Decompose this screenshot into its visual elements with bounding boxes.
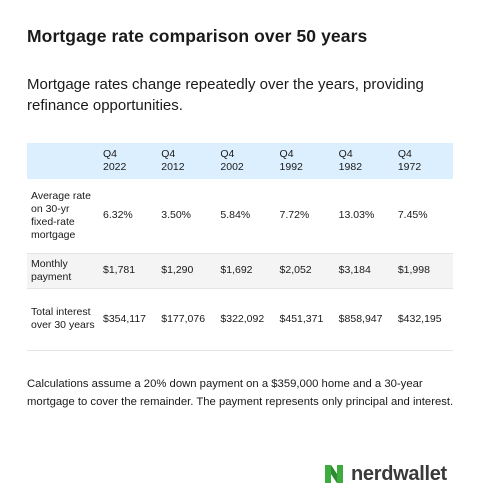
cell-payment-2012: $1,290 bbox=[161, 264, 194, 276]
cell-interest-1972: $432,195 bbox=[397, 312, 442, 325]
calculation-note: Calculations assume a 20% down payment o… bbox=[27, 378, 454, 408]
row-label-monthly-payment: Monthly payment bbox=[31, 257, 72, 283]
table-row-average-rate: Average rate on 30-yr fixed-rate mortgag… bbox=[27, 179, 453, 253]
header-empty-cell bbox=[27, 143, 99, 179]
nerdwallet-logo-icon bbox=[325, 465, 343, 483]
table-row-total-interest: Total interest over 30 years $354,117 $1… bbox=[27, 288, 453, 350]
cell-payment-2022: $1,781 bbox=[103, 264, 136, 276]
row-label-total-interest: Total interest over 30 years bbox=[31, 306, 95, 331]
cell-rate-1992: 7.72% bbox=[279, 209, 310, 222]
cell-interest-2022: $354,117 bbox=[103, 312, 147, 325]
page-subtitle: Mortgage rates change repeatedly over th… bbox=[27, 76, 424, 114]
cell-payment-2002: $1,692 bbox=[220, 264, 253, 276]
cell-rate-1982: 13.03% bbox=[338, 209, 375, 222]
nerdwallet-logo: nerdwallet bbox=[323, 461, 447, 487]
table-header-row: Q4 2022 Q4 2012 Q4 2002 Q4 1992 Q4 1982 … bbox=[27, 143, 453, 179]
cell-payment-1992: $2,052 bbox=[279, 264, 312, 276]
header-q4-2022: Q4 2022 bbox=[103, 148, 127, 173]
header-q4-1982: Q4 1982 bbox=[338, 148, 363, 173]
header-q4-1992: Q4 1992 bbox=[279, 148, 303, 173]
cell-rate-2002: 5.84% bbox=[220, 209, 251, 222]
header-q4-2012: Q4 2012 bbox=[161, 148, 185, 173]
header-q4-2002: Q4 2002 bbox=[220, 148, 244, 173]
table-row-monthly-payment: Monthly payment $1,781 $1,290 $1,692 $2,… bbox=[27, 253, 453, 288]
cell-payment-1982: $3,184 bbox=[338, 264, 371, 276]
cell-interest-1982: $858,947 bbox=[338, 312, 383, 325]
page-title: Mortgage rate comparison over 50 years bbox=[27, 26, 368, 46]
cell-interest-1992: $451,371 bbox=[279, 312, 324, 325]
nerdwallet-logo-text: nerdwallet bbox=[351, 462, 447, 485]
row-label-average-rate: Average rate on 30-yr fixed-rate mortgag… bbox=[31, 189, 91, 241]
header-q4-1972: Q4 1972 bbox=[397, 148, 422, 173]
rate-comparison-table: Q4 2022 Q4 2012 Q4 2002 Q4 1992 Q4 1982 … bbox=[27, 143, 453, 351]
cell-interest-2012: $177,076 bbox=[161, 312, 206, 325]
cell-rate-2022: 6.32% bbox=[103, 209, 133, 222]
cell-interest-2002: $322,092 bbox=[220, 312, 265, 325]
cell-rate-1972: 7.45% bbox=[397, 209, 428, 222]
cell-rate-2012: 3.50% bbox=[161, 209, 192, 222]
cell-payment-1972: $1,998 bbox=[397, 264, 430, 276]
